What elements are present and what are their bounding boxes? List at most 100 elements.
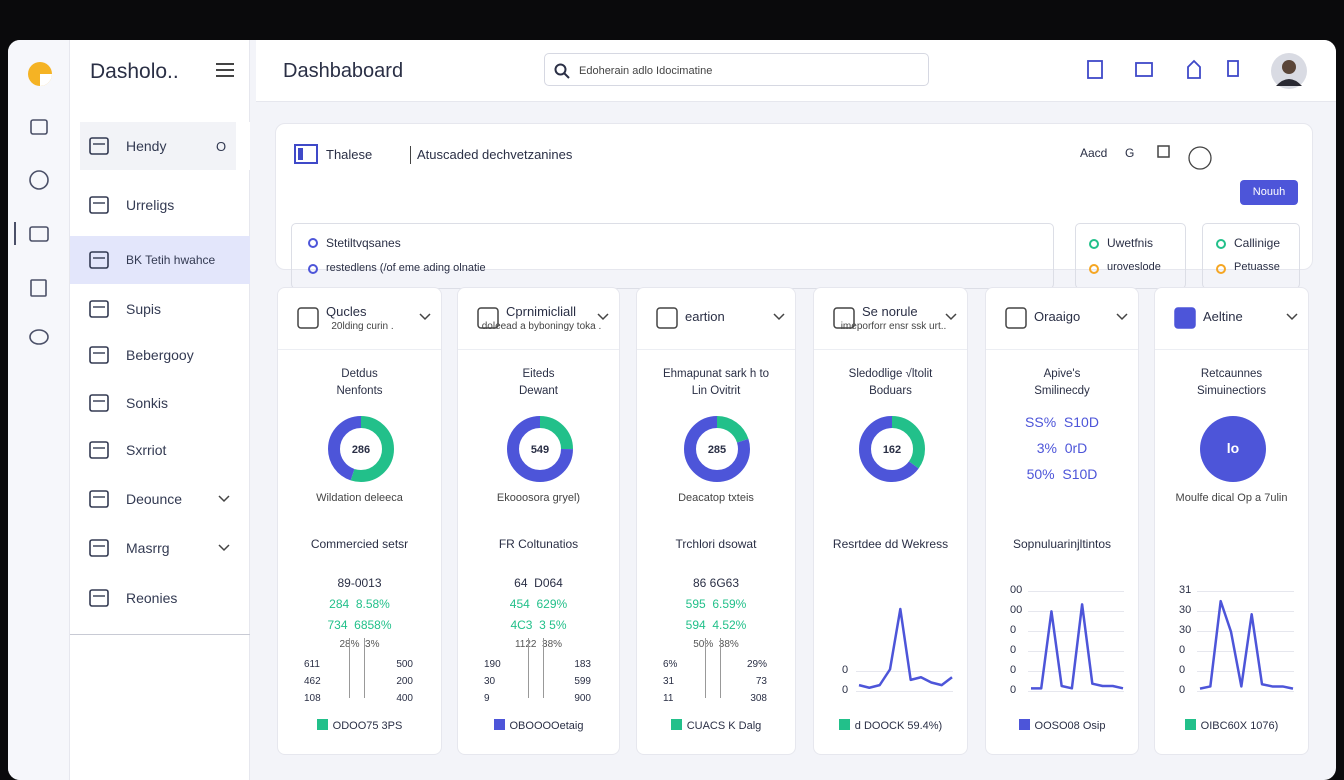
- card: Se norule imeporforr ensr ssk urt.. Sledod…: [813, 287, 968, 755]
- legend: OIBC60X 1076): [1155, 719, 1308, 732]
- menu-button[interactable]: [215, 62, 235, 78]
- donut-segment: [684, 416, 750, 482]
- axis-label: 611: [304, 659, 320, 670]
- card-heading: Boduars: [869, 385, 912, 397]
- y-tick-label: 00: [1010, 584, 1023, 596]
- nav-item[interactable]: Masrrg: [70, 524, 250, 572]
- axis-label: 29%: [746, 659, 767, 670]
- nav-item[interactable]: BK Tetih hwahce: [70, 236, 250, 284]
- chevron-shape: [218, 544, 230, 552]
- card-title: Se norule: [862, 304, 918, 319]
- card: Qucles 20lding curin . Detdus Nenfonts 286 Wi…: [277, 287, 442, 755]
- axis-label: 9: [484, 693, 490, 704]
- caption: Moulfe dical Op a 7ulin: [1175, 492, 1288, 504]
- card: Cprnimicliall doleead a byboningy toka . E…: [457, 287, 620, 755]
- chevron-shape: [1286, 313, 1298, 321]
- axis-label: 462: [304, 676, 321, 687]
- caption: Wildation deleeca: [316, 492, 403, 504]
- link[interactable]: G: [1125, 146, 1135, 160]
- stat: 595 6.59%: [685, 597, 747, 611]
- select[interactable]: Atuscaded dechvetzanines: [417, 147, 573, 162]
- card-subtitle: imeporforr ensr ssk urt..: [840, 321, 947, 332]
- card-heading: Apive's: [1043, 368, 1081, 380]
- nav-item[interactable]: Bebergooy: [70, 331, 250, 379]
- card-icon: [477, 307, 499, 329]
- section-title: Sopnuluarinjltintos: [1012, 537, 1112, 551]
- card-heading: Detdus: [341, 368, 378, 380]
- nav-badge: O: [216, 138, 227, 154]
- grid-line: [1028, 611, 1124, 612]
- primary-button[interactable]: Nouuh: [1240, 180, 1298, 205]
- donut-segment: [858, 416, 925, 482]
- chevron[interactable]: [1286, 312, 1298, 322]
- stat: 50% 38%: [693, 639, 739, 650]
- axis-label: 6%: [663, 659, 678, 670]
- nav-label: Urreligs: [126, 197, 175, 213]
- donut: 285: [684, 416, 750, 482]
- nav-label: Deounce: [126, 491, 183, 507]
- y-tick-label: 0: [842, 684, 849, 696]
- axis-line: [542, 638, 544, 698]
- chevron[interactable]: [597, 312, 609, 322]
- icon-shape: [477, 307, 499, 329]
- card-heading: Smilinecdy: [1034, 385, 1090, 397]
- grid-line: [1028, 591, 1124, 592]
- y-tick-label: 0: [1010, 644, 1017, 656]
- legend: ODOO75 3PS: [278, 719, 441, 732]
- divider: [278, 349, 441, 350]
- axis-label: 500: [396, 659, 413, 670]
- grid-line: [1197, 631, 1294, 632]
- icon-rail: [8, 40, 70, 780]
- icon-shape: [1005, 307, 1027, 329]
- topbar-icons[interactable]: [1086, 58, 1246, 82]
- y-tick-label: 0: [1179, 664, 1186, 676]
- link[interactable]: Aacd: [1080, 146, 1108, 160]
- chevron[interactable]: [1116, 312, 1128, 322]
- dot: [1216, 239, 1226, 249]
- select[interactable]: Thalese: [326, 147, 373, 162]
- card-heading: Eiteds: [522, 368, 555, 380]
- axis-line: [363, 638, 365, 698]
- divider: [70, 634, 250, 635]
- legend-label: OOSO08 Osip: [1034, 720, 1106, 732]
- dot: [1216, 264, 1226, 274]
- chevron-shape: [218, 495, 230, 503]
- nav-label: Sxrriot: [126, 442, 167, 458]
- legend-label: ODOO75 3PS: [332, 720, 403, 732]
- axis-label: 73: [755, 676, 767, 687]
- chevron[interactable]: [945, 312, 957, 322]
- icon-shape: [297, 307, 319, 329]
- chevron: [218, 495, 230, 503]
- data-line: [1199, 599, 1294, 690]
- nav-item[interactable]: Supis: [70, 285, 250, 333]
- axis-label: 400: [396, 693, 413, 704]
- icon-shape: [89, 346, 109, 364]
- donut-center: 549: [530, 444, 548, 456]
- chevron[interactable]: [419, 312, 431, 322]
- chevron: [218, 544, 230, 552]
- nav-item[interactable]: Deounce: [70, 475, 250, 523]
- stat: 4C3 3 5%: [510, 618, 567, 632]
- legend-swatch: [838, 719, 850, 730]
- nav-item[interactable]: Urreligs: [70, 181, 250, 229]
- donut-center: 286: [351, 444, 369, 456]
- nav-item[interactable]: Reonies: [70, 574, 250, 622]
- y-tick-label: 30: [1179, 604, 1192, 616]
- y-tick-label: 0: [1179, 644, 1186, 656]
- nav-item[interactable]: Sonkis: [70, 379, 250, 427]
- nav-label: BK Tetih hwahce: [126, 253, 216, 267]
- donut: lo: [1199, 416, 1266, 482]
- chevron[interactable]: [773, 312, 785, 322]
- card: Oraaigo Apive's Smilinecdy Sopnuluarinjltin…: [985, 287, 1139, 755]
- info-text: Stetiltvqsanes: [326, 236, 401, 250]
- axis-line: [527, 638, 529, 698]
- avatar[interactable]: [1270, 52, 1308, 90]
- nav-item[interactable]: Sxrriot: [70, 426, 250, 474]
- legend-swatch: [316, 719, 328, 730]
- card-heading: Lin Ovitrit: [691, 385, 741, 397]
- grid-line: [1028, 691, 1124, 692]
- search-box[interactable]: Edoherain adlo Idocimatine: [544, 53, 929, 86]
- y-tick-label: 31: [1179, 584, 1192, 596]
- nav-item[interactable]: Hendy O: [70, 122, 250, 170]
